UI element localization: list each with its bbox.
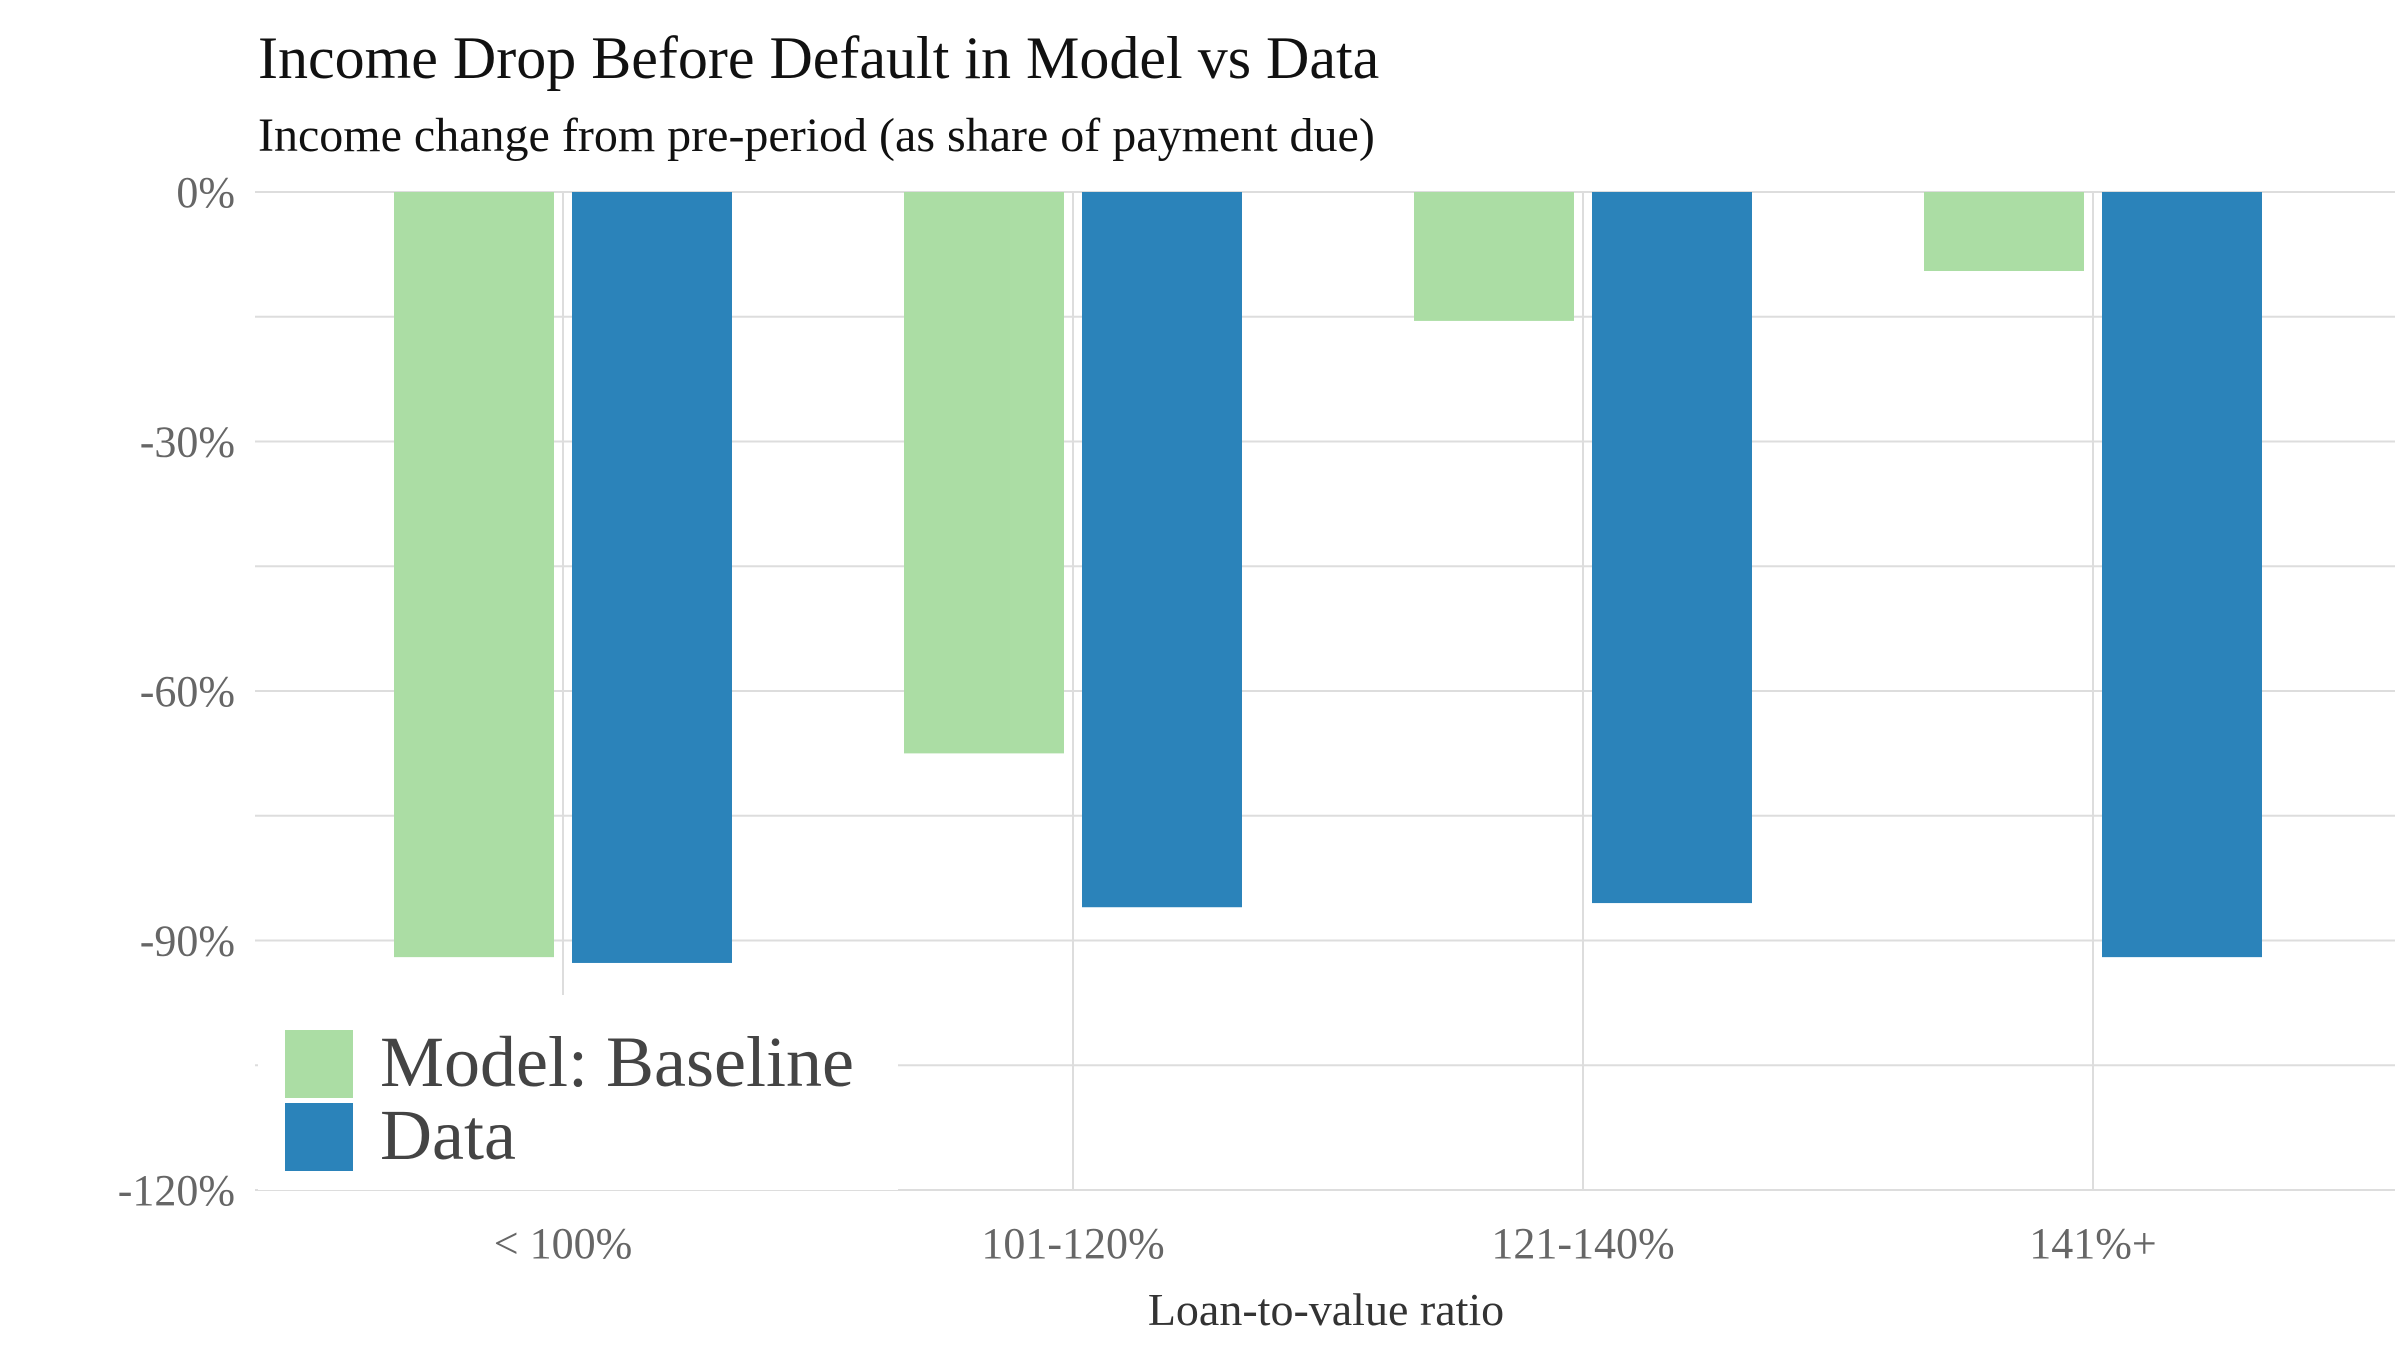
legend-key [285,1103,353,1171]
bar [2102,192,2262,958]
bar [1414,192,1574,321]
legend-background [258,995,898,1190]
legend-label: Model: Baseline [380,1022,854,1102]
x-tick-label: 141%+ [2029,1219,2156,1268]
bar [1592,192,1752,904]
x-tick-label: 101-120% [981,1219,1164,1268]
y-tick-label: -120% [118,1166,235,1215]
x-tick-label: 121-140% [1491,1219,1674,1268]
bar [1082,192,1242,908]
bar [572,192,732,963]
legend-key [285,1030,353,1098]
y-tick-label: -90% [140,917,235,966]
bar [394,192,554,958]
axes: 0% -30% -60% -90% -120% < 100% 101-120% 121-140… [118,168,2157,1335]
chart-subtitle: Income change from pre-period (as share … [258,109,1375,162]
x-tick-label: < 100% [494,1219,632,1268]
y-tick-label: 0% [176,168,235,217]
x-axis-title: Loan-to-value ratio [1148,1284,1504,1335]
y-tick-label: -60% [140,667,235,716]
bars [394,192,2262,963]
chart-title: Income Drop Before Default in Model vs D… [258,25,1380,91]
bar [904,192,1064,754]
legend-label: Data [380,1095,516,1175]
bar [1924,192,2084,272]
y-tick-label: -30% [140,418,235,467]
